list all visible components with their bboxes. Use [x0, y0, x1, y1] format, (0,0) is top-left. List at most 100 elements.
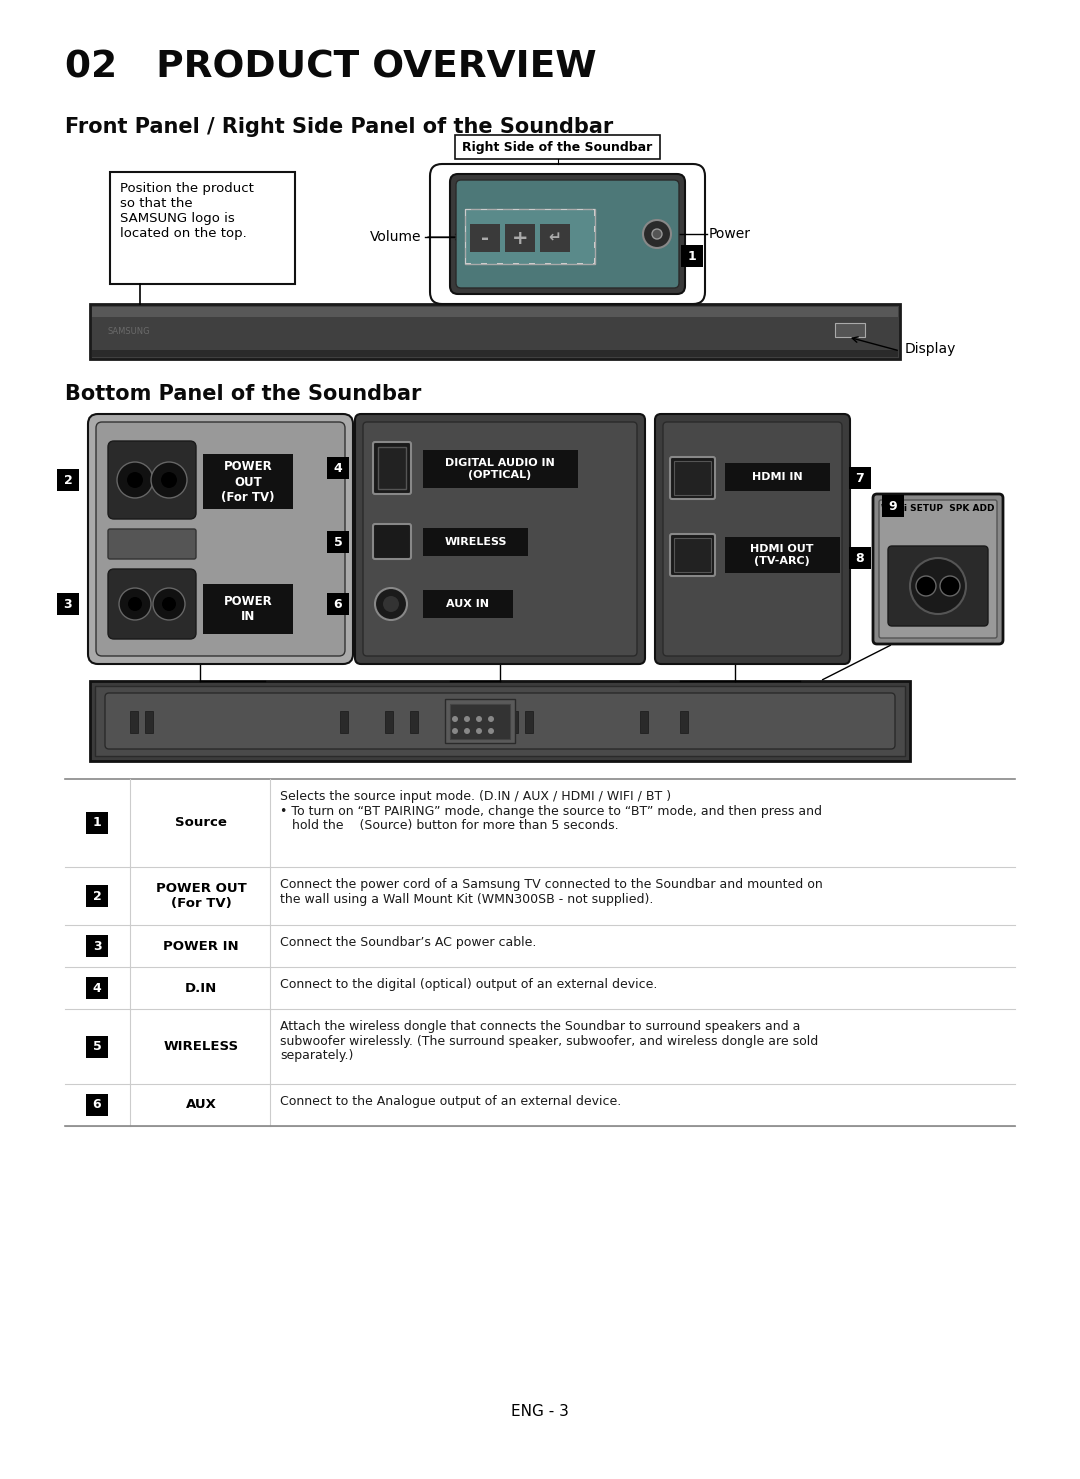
Bar	[640, 711, 648, 734]
Text: WIRELESS: WIRELESS	[445, 537, 508, 547]
Circle shape	[383, 596, 399, 612]
Text: 3: 3	[64, 598, 72, 611]
Text: SAMSUNG: SAMSUNG	[108, 327, 150, 336]
Text: the wall using a Wall Mount Kit (WMN300SB - not supplied).: the wall using a Wall Mount Kit (WMN300S…	[280, 892, 653, 905]
Bar	[203, 454, 293, 509]
FancyBboxPatch shape	[888, 546, 988, 626]
Bar	[465, 209, 595, 263]
FancyBboxPatch shape	[879, 500, 997, 637]
Circle shape	[476, 716, 482, 722]
Text: Power: Power	[708, 226, 751, 241]
Bar	[378, 447, 406, 490]
Circle shape	[161, 472, 177, 488]
Bar	[92, 351, 897, 356]
Circle shape	[127, 472, 143, 488]
FancyBboxPatch shape	[373, 524, 411, 559]
Bar	[327, 593, 349, 615]
Text: Front Panel / Right Side Panel of the Soundbar: Front Panel / Right Side Panel of the So…	[65, 117, 613, 138]
FancyBboxPatch shape	[654, 414, 850, 664]
Text: POWER OUT: POWER OUT	[156, 881, 246, 895]
Text: Bottom Panel of the Soundbar: Bottom Panel of the Soundbar	[65, 385, 421, 404]
Bar	[90, 305, 900, 359]
Bar	[849, 467, 870, 490]
Text: ENG - 3: ENG - 3	[511, 1404, 569, 1418]
Text: 5: 5	[334, 535, 342, 549]
Bar	[510, 711, 518, 734]
Circle shape	[117, 461, 153, 498]
Bar	[95, 686, 905, 756]
Circle shape	[129, 598, 141, 611]
Bar	[57, 469, 79, 491]
Bar	[681, 246, 703, 268]
Text: POWER
OUT
(For TV): POWER OUT (For TV)	[221, 460, 274, 503]
Text: (For TV): (For TV)	[171, 898, 231, 911]
Circle shape	[119, 589, 151, 620]
Bar	[423, 528, 528, 556]
FancyBboxPatch shape	[670, 534, 715, 575]
Text: 6: 6	[93, 1099, 102, 1112]
Text: 1: 1	[93, 816, 102, 830]
Text: 9: 9	[889, 500, 897, 513]
Bar	[110, 172, 295, 284]
Text: AUX: AUX	[186, 1099, 216, 1112]
Bar	[540, 223, 570, 251]
Text: separately.): separately.)	[280, 1049, 353, 1062]
Text: 7: 7	[855, 472, 864, 485]
Circle shape	[464, 716, 470, 722]
Text: -: -	[481, 228, 489, 247]
Text: Position the product
so that the
SAMSUNG logo is
located on the top.: Position the product so that the SAMSUNG…	[120, 182, 254, 240]
Bar	[725, 463, 831, 491]
Bar	[470, 223, 500, 251]
Text: Connect the power cord of a Samsung TV connected to the Soundbar and mounted on: Connect the power cord of a Samsung TV c…	[280, 879, 823, 890]
Text: 5: 5	[93, 1040, 102, 1053]
Text: Connect to the Analogue output of an external device.: Connect to the Analogue output of an ext…	[280, 1094, 621, 1108]
Circle shape	[151, 461, 187, 498]
Circle shape	[162, 598, 176, 611]
Circle shape	[375, 589, 407, 620]
Circle shape	[488, 716, 494, 722]
Text: subwoofer wirelessly. (The surround speaker, subwoofer, and wireless dongle are : subwoofer wirelessly. (The surround spea…	[280, 1034, 819, 1047]
Circle shape	[643, 220, 671, 248]
Bar	[525, 711, 534, 734]
Circle shape	[453, 728, 458, 734]
Bar	[384, 711, 393, 734]
Text: Selects the source input mode. (D.IN / AUX / HDMI / WIFI / BT ): Selects the source input mode. (D.IN / A…	[280, 790, 671, 803]
Text: Connect to the digital (optical) output of an external device.: Connect to the digital (optical) output …	[280, 978, 658, 991]
Text: DIGITAL AUDIO IN
(OPTICAL): DIGITAL AUDIO IN (OPTICAL)	[445, 458, 555, 479]
Bar	[725, 537, 840, 572]
Bar	[327, 531, 349, 553]
Bar	[92, 308, 897, 317]
Text: Display: Display	[905, 342, 957, 356]
Bar	[90, 680, 910, 762]
FancyBboxPatch shape	[87, 414, 353, 664]
Text: hold the    (Source) button for more than 5 seconds.: hold the (Source) button for more than 5…	[280, 819, 619, 833]
Text: HDMI OUT
(TV-ARC): HDMI OUT (TV-ARC)	[751, 544, 813, 566]
Text: D.IN: D.IN	[185, 982, 217, 994]
Bar	[410, 711, 418, 734]
Circle shape	[476, 728, 482, 734]
Text: • To turn on “BT PAIRING” mode, change the source to “BT” mode, and then press a: • To turn on “BT PAIRING” mode, change t…	[280, 805, 822, 818]
FancyBboxPatch shape	[96, 422, 345, 657]
Bar	[57, 593, 79, 615]
Text: 2: 2	[93, 889, 102, 902]
Bar	[445, 700, 515, 742]
Circle shape	[464, 728, 470, 734]
Text: 3: 3	[93, 939, 102, 952]
Bar	[327, 457, 349, 479]
FancyBboxPatch shape	[108, 529, 195, 559]
Text: 2: 2	[64, 473, 72, 487]
FancyBboxPatch shape	[430, 164, 705, 305]
Bar	[882, 495, 904, 518]
Circle shape	[910, 558, 966, 614]
FancyBboxPatch shape	[363, 422, 637, 657]
Bar	[86, 1094, 108, 1117]
Bar	[203, 584, 293, 634]
Bar	[86, 935, 108, 957]
Circle shape	[453, 716, 458, 722]
Bar	[86, 1035, 108, 1057]
Bar	[423, 450, 578, 488]
Text: 1: 1	[688, 250, 697, 262]
Text: 4: 4	[93, 982, 102, 994]
Text: Volume: Volume	[370, 231, 421, 244]
Text: Connect the Soundbar’s AC power cable.: Connect the Soundbar’s AC power cable.	[280, 936, 537, 950]
